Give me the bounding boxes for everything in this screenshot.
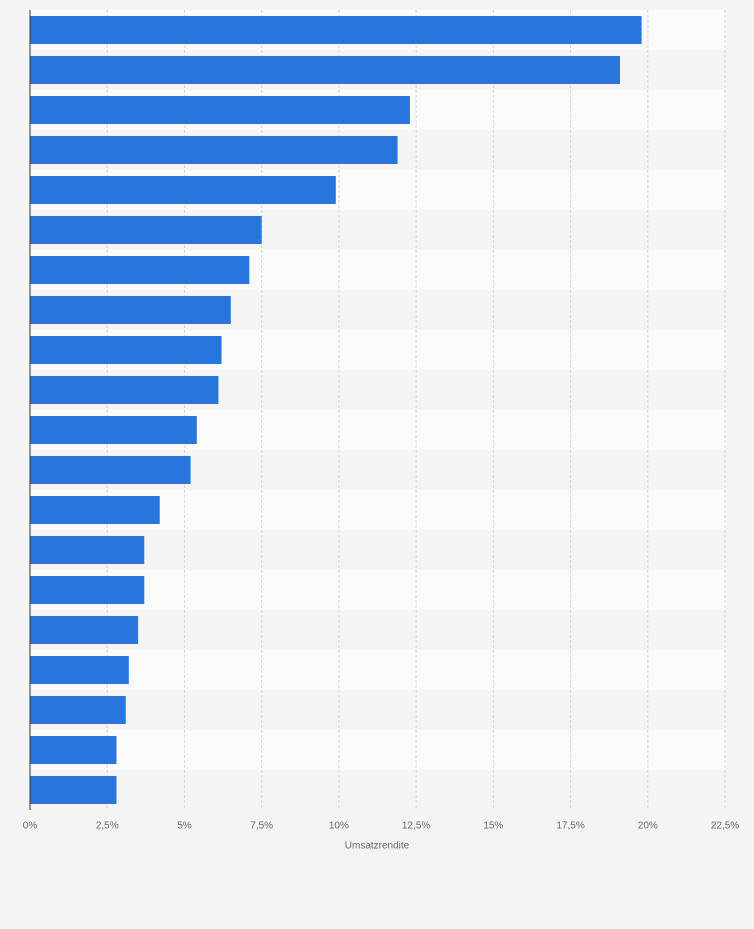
x-tick-label: 22,5%: [711, 821, 739, 832]
bar: [30, 496, 160, 524]
row-stripe: [30, 650, 725, 690]
row-stripe: [30, 610, 725, 650]
bar: [30, 256, 250, 284]
x-tick-label: 17,5%: [556, 821, 584, 832]
bar: [30, 336, 222, 364]
row-stripe: [30, 770, 725, 810]
bar: [30, 296, 231, 324]
bar: [30, 136, 398, 164]
bar: [30, 176, 336, 204]
bar: [30, 456, 191, 484]
bars: [30, 16, 642, 804]
row-stripe: [30, 530, 725, 570]
x-tick-label: 2,5%: [96, 821, 119, 832]
bar: [30, 576, 145, 604]
bar: [30, 536, 145, 564]
bar: [30, 616, 139, 644]
grid: [106, 10, 726, 810]
x-tick-label: 15%: [483, 821, 503, 832]
bar: [30, 696, 126, 724]
x-tick-label: 20%: [638, 821, 658, 832]
bar: [30, 416, 197, 444]
row-stripe: [30, 730, 725, 770]
x-tick-label: 7,5%: [250, 821, 273, 832]
x-tick-label: 10%: [329, 821, 349, 832]
bar: [30, 776, 117, 804]
bar: [30, 96, 410, 124]
x-tick-label: 5%: [177, 821, 192, 832]
bar: [30, 216, 262, 244]
bar: [30, 56, 620, 84]
row-stripe: [30, 690, 725, 730]
bar: [30, 376, 219, 404]
bar: [30, 656, 129, 684]
plot-background: [30, 10, 725, 810]
x-axis-label: Umsatzrendite: [345, 841, 410, 852]
x-tick-label: 0%: [23, 821, 38, 832]
bar: [30, 16, 642, 44]
bar: [30, 736, 117, 764]
x-tick-label: 12,5%: [402, 821, 430, 832]
row-stripe: [30, 570, 725, 610]
